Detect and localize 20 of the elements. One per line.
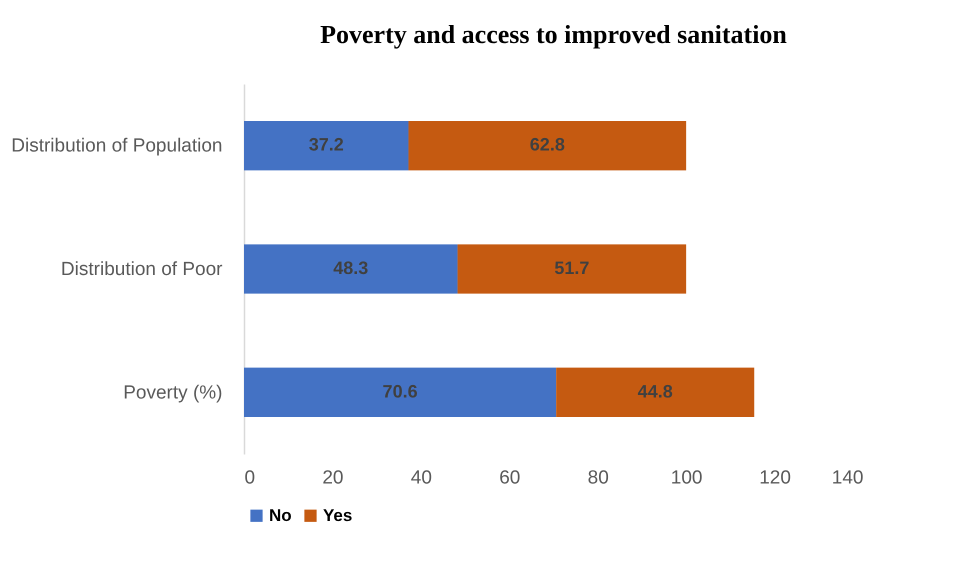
- y-tick-label: Poverty (%): [123, 382, 222, 404]
- x-tick-label: 0: [244, 468, 256, 488]
- y-tick-label: Distribution of Poor: [60, 259, 224, 280]
- x-tick-label: 100: [670, 468, 702, 488]
- x-tick-label: 40: [410, 468, 432, 488]
- legend-label: Yes: [323, 506, 352, 525]
- x-tick-label: 20: [322, 468, 344, 488]
- x-tick-label: 80: [588, 468, 609, 488]
- data-label: 44.8: [638, 381, 673, 402]
- data-label: 37.2: [308, 134, 344, 155]
- x-tick-label: 140: [832, 468, 864, 488]
- x-tick-label: 120: [759, 468, 791, 488]
- data-label: 48.3: [333, 258, 368, 278]
- data-label: 62.8: [530, 134, 565, 155]
- data-label: 51.7: [554, 258, 590, 278]
- chart-title: Poverty and access to improved sanitation: [320, 20, 788, 49]
- data-label: 70.6: [382, 381, 418, 402]
- legend-label: No: [269, 506, 292, 525]
- y-tick-label: Distribution of Population: [11, 136, 222, 157]
- x-tick-label: 60: [499, 468, 520, 488]
